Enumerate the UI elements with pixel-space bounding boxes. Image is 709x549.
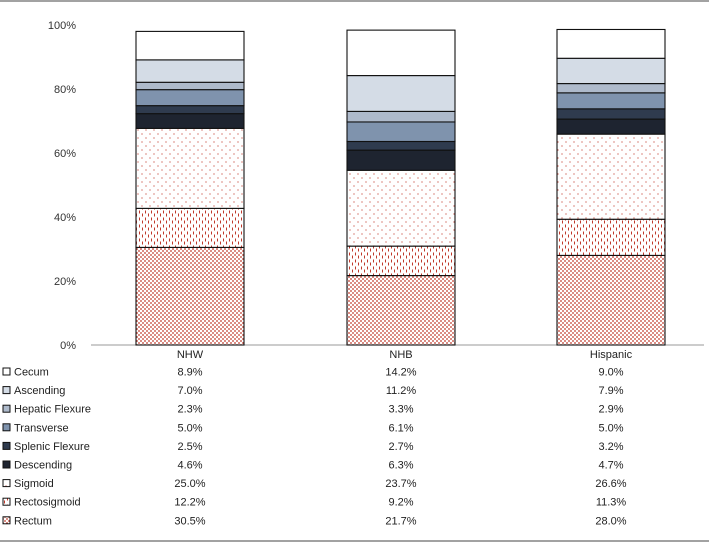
x-category-label: NHB xyxy=(389,349,412,361)
bar-segment-rectum xyxy=(556,254,666,346)
bar-segment-cecum xyxy=(556,28,666,59)
data-label: 2.5% xyxy=(177,441,202,453)
bar-group-nhw xyxy=(135,30,245,346)
data-label: 23.7% xyxy=(385,478,416,490)
bar-segment-ascending xyxy=(346,75,456,112)
table-row-ascending: Ascending 7.0% 11.2% 7.9% xyxy=(2,385,624,397)
y-tick-label: 20% xyxy=(54,276,76,288)
bar-segment-sigmoid xyxy=(135,127,245,209)
data-label: 4.7% xyxy=(598,460,623,472)
data-label: 6.1% xyxy=(388,422,413,434)
x-category-label: NHW xyxy=(177,349,204,361)
table-row-hepatic-flexure: Hepatic Flexure 2.3% 3.3% 2.9% xyxy=(2,404,624,416)
legend-swatch xyxy=(2,460,11,469)
legend-swatch xyxy=(2,441,11,450)
data-label: 14.2% xyxy=(385,367,416,379)
data-label: 2.7% xyxy=(388,441,413,453)
data-label: 8.9% xyxy=(177,367,202,379)
data-label: 2.3% xyxy=(177,404,202,416)
bar-segment-sigmoid xyxy=(556,133,666,220)
legend-label: Rectosigmoid xyxy=(14,497,81,509)
bar-segment-sigmoid xyxy=(346,169,456,247)
table-row-transverse: Transverse 5.0% 6.1% 5.0% xyxy=(2,422,624,434)
data-label: 9.2% xyxy=(388,497,413,509)
legend-swatch xyxy=(2,516,11,525)
y-tick-label: 100% xyxy=(48,20,76,32)
bar-segment-rectum xyxy=(346,275,456,346)
data-label: 5.0% xyxy=(177,422,202,434)
legend-label: Ascending xyxy=(14,385,65,397)
data-label: 30.5% xyxy=(174,515,205,527)
x-axis-labels: NHW NHB Hispanic xyxy=(177,349,633,361)
legend-swatch xyxy=(2,404,11,413)
data-label: 11.3% xyxy=(596,497,627,509)
bar-group-nhb xyxy=(346,29,456,346)
data-label: 21.7% xyxy=(385,515,416,527)
legend-swatch xyxy=(2,367,11,376)
bar-segment-transverse xyxy=(135,89,245,107)
data-label: 9.0% xyxy=(598,367,623,379)
bar-segment-transverse xyxy=(556,92,666,110)
bar-segment-hepatic-flexure xyxy=(556,83,666,94)
bar-segment-splenic-flexure xyxy=(346,140,456,151)
data-label: 4.6% xyxy=(177,460,202,472)
data-label: 6.3% xyxy=(388,460,413,472)
table-row-sigmoid: Sigmoid 25.0% 23.7% 26.6% xyxy=(2,478,627,490)
bar-segment-descending xyxy=(346,149,456,171)
bar-segment-splenic-flexure xyxy=(556,108,666,120)
data-label: 25.0% xyxy=(174,478,205,490)
table-row-cecum: Cecum 8.9% 14.2% 9.0% xyxy=(2,367,624,379)
bar-segment-rectosigmoid xyxy=(556,218,666,256)
legend-label: Rectum xyxy=(14,515,52,527)
legend-label: Sigmoid xyxy=(14,478,54,490)
bar-segment-cecum xyxy=(346,29,456,77)
bar-segment-descending xyxy=(556,118,666,135)
x-category-label: Hispanic xyxy=(590,349,633,361)
legend-swatch xyxy=(2,497,11,506)
bar-segment-hepatic-flexure xyxy=(135,81,245,91)
bar-segment-transverse xyxy=(346,121,456,143)
data-table: Cecum 8.9% 14.2% 9.0% Ascending 7.0% 11.2% 7.9%… xyxy=(2,367,627,527)
legend-label: Transverse xyxy=(14,422,69,434)
bar-segment-rectum xyxy=(135,246,245,346)
y-tick-label: 60% xyxy=(54,148,76,160)
bars xyxy=(135,28,666,346)
legend-label: Descending xyxy=(14,460,72,472)
y-tick-label: 80% xyxy=(54,84,76,96)
data-label: 3.3% xyxy=(388,404,413,416)
bar-segment-hepatic-flexure xyxy=(346,110,456,123)
bar-segment-ascending xyxy=(135,59,245,83)
table-row-descending: Descending 4.6% 6.3% 4.7% xyxy=(2,460,624,472)
bar-segment-rectosigmoid xyxy=(346,245,456,277)
legend-label: Cecum xyxy=(14,367,49,379)
legend-label: Hepatic Flexure xyxy=(14,404,91,416)
data-label: 26.6% xyxy=(595,478,626,490)
data-label: 7.0% xyxy=(177,385,202,397)
bar-segment-splenic-flexure xyxy=(135,105,245,115)
data-label: 2.9% xyxy=(598,404,623,416)
data-label: 28.0% xyxy=(595,515,626,527)
bar-segment-ascending xyxy=(556,57,666,85)
bar-segment-cecum xyxy=(135,30,245,61)
table-row-rectum: Rectum 30.5% 21.7% 28.0% xyxy=(2,515,627,527)
y-tick-label: 0% xyxy=(60,340,76,352)
y-tick-label: 40% xyxy=(54,212,76,224)
data-label: 12.2% xyxy=(174,497,205,509)
data-label: 3.2% xyxy=(598,441,623,453)
table-row-splenic-flexure: Splenic Flexure 2.5% 2.7% 3.2% xyxy=(2,441,624,453)
y-axis: 0% 20% 40% 60% 80% 100% xyxy=(48,20,76,352)
bar-group-hispanic xyxy=(556,28,666,346)
data-label: 11.2% xyxy=(386,385,417,397)
table-row-rectosigmoid: Rectosigmoid 12.2% 9.2% 11.3% xyxy=(2,497,627,509)
bar-segment-descending xyxy=(135,113,245,129)
bar-segment-rectosigmoid xyxy=(135,207,245,248)
legend-swatch xyxy=(2,479,11,488)
data-label: 5.0% xyxy=(598,422,623,434)
legend-label: Splenic Flexure xyxy=(14,441,90,453)
data-label: 7.9% xyxy=(598,385,623,397)
legend-swatch xyxy=(2,386,11,395)
legend-swatch xyxy=(2,423,11,432)
